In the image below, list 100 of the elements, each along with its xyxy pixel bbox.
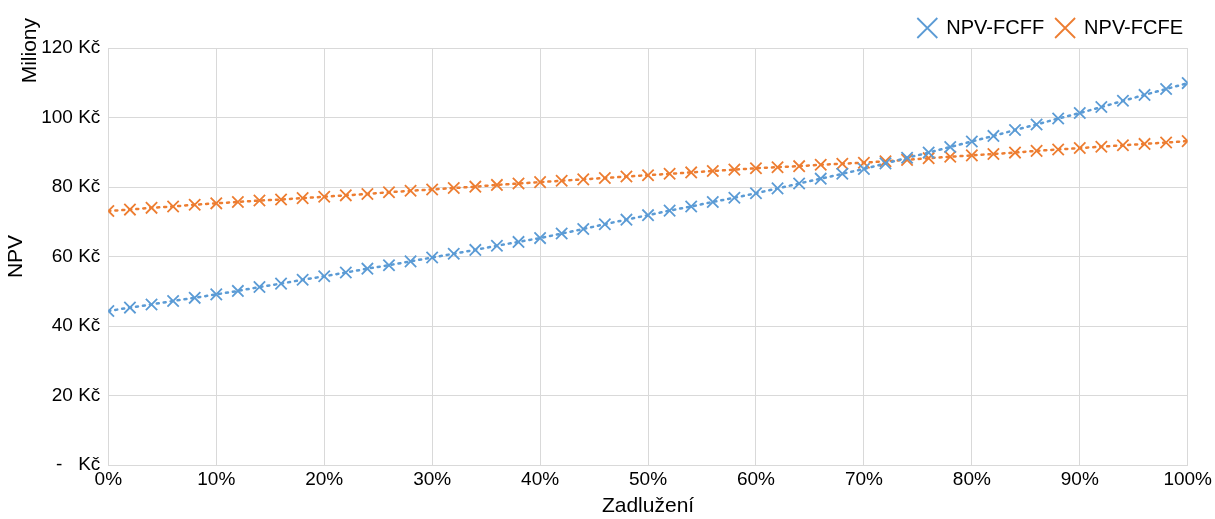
point xyxy=(1073,141,1087,155)
x-tick-label: 10% xyxy=(197,467,236,489)
point xyxy=(943,140,957,154)
point xyxy=(706,195,720,209)
point xyxy=(188,198,202,212)
point xyxy=(1008,146,1022,160)
point xyxy=(1094,100,1108,114)
point xyxy=(1116,138,1130,152)
point xyxy=(252,280,267,294)
point xyxy=(598,171,612,185)
point xyxy=(360,262,374,276)
legend-label: NPV-FCFF xyxy=(946,15,1045,38)
point xyxy=(447,247,461,261)
point xyxy=(965,148,979,162)
point xyxy=(1137,137,1152,151)
point xyxy=(166,199,180,214)
point xyxy=(857,162,871,176)
point xyxy=(404,254,418,268)
point xyxy=(123,203,137,217)
point xyxy=(468,243,482,257)
point xyxy=(425,182,439,196)
point xyxy=(296,273,310,287)
point xyxy=(425,250,439,265)
point xyxy=(576,172,590,186)
point xyxy=(144,201,159,215)
point xyxy=(252,194,267,208)
point xyxy=(339,188,353,202)
point xyxy=(296,191,310,205)
point xyxy=(317,269,331,283)
point xyxy=(922,151,936,165)
point xyxy=(1051,142,1065,157)
x-tick-label: 80% xyxy=(952,467,991,489)
point xyxy=(360,187,374,201)
point xyxy=(770,181,785,195)
point xyxy=(663,204,677,218)
point xyxy=(511,235,526,249)
point xyxy=(555,227,569,241)
x-axis-title: Zadlužení xyxy=(601,493,695,517)
x-tick-label: 100% xyxy=(1163,467,1213,489)
y-tick-label: 60 Kč xyxy=(51,244,101,266)
point xyxy=(770,160,785,174)
point xyxy=(598,217,612,231)
point xyxy=(576,222,590,236)
point xyxy=(123,301,137,315)
point xyxy=(792,159,806,173)
point xyxy=(986,147,1000,161)
point xyxy=(727,191,741,205)
point xyxy=(749,161,763,175)
point xyxy=(1094,140,1108,154)
point xyxy=(1159,135,1173,150)
point xyxy=(447,181,461,195)
point xyxy=(965,134,979,149)
text: Miliony xyxy=(16,17,40,84)
point xyxy=(274,277,288,291)
point xyxy=(1073,106,1087,120)
point xyxy=(835,167,849,181)
point xyxy=(490,178,504,192)
point xyxy=(166,294,180,308)
point xyxy=(382,258,396,272)
point xyxy=(727,163,741,177)
point xyxy=(641,168,655,182)
point xyxy=(641,208,655,222)
x-tick-label: 20% xyxy=(305,467,344,489)
point xyxy=(814,158,828,172)
point xyxy=(1030,144,1044,158)
point xyxy=(209,287,223,301)
point xyxy=(382,185,396,199)
y-tick-label: 20 Kč xyxy=(51,383,101,405)
point xyxy=(317,190,331,204)
point xyxy=(209,196,223,210)
y-tick-label: 40 Kč xyxy=(51,314,101,336)
y-tick-label: 80 Kč xyxy=(51,175,101,197)
point xyxy=(231,284,245,298)
point xyxy=(144,297,159,312)
x-tick-label: 60% xyxy=(736,467,776,489)
point xyxy=(684,165,698,179)
point xyxy=(404,184,418,198)
point xyxy=(835,157,849,171)
point xyxy=(792,176,806,191)
point xyxy=(922,146,936,160)
point xyxy=(619,170,633,184)
point xyxy=(1116,94,1130,108)
point xyxy=(533,231,547,245)
point xyxy=(986,129,1000,143)
x-tick-label: 90% xyxy=(1060,467,1099,489)
point xyxy=(188,291,202,305)
x-tick-label: 50% xyxy=(629,467,668,489)
point xyxy=(533,175,547,189)
point xyxy=(1137,88,1152,102)
y-axis-title: NPV xyxy=(3,234,27,279)
point xyxy=(511,176,526,191)
point xyxy=(663,167,677,181)
point xyxy=(684,199,698,214)
point xyxy=(468,180,482,194)
point xyxy=(1030,117,1044,132)
point xyxy=(814,172,828,186)
point xyxy=(943,150,957,164)
y-tick-label: 120 Kč xyxy=(41,36,101,58)
point xyxy=(619,213,633,227)
point xyxy=(231,195,245,209)
